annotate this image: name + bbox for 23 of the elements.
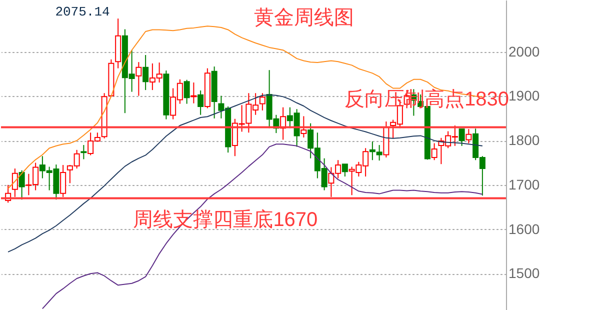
candlestick	[18, 170, 25, 200]
chart-title: 黄金周线图	[254, 7, 354, 29]
candlestick	[198, 90, 204, 116]
y-tick-label: 1600	[508, 220, 540, 237]
y-tick-label: 1800	[508, 132, 540, 148]
candlestick	[466, 128, 472, 144]
candlestick	[136, 62, 142, 96]
candlestick	[259, 92, 266, 111]
candlestick	[12, 168, 18, 198]
candlestick	[142, 54, 149, 91]
y-tick-label: 1700	[508, 176, 540, 192]
y-tick-label: 1500	[508, 265, 540, 282]
candlestick	[458, 128, 465, 146]
candlestick	[300, 116, 307, 138]
annotation: 2075.14	[55, 4, 110, 20]
candlestick	[431, 142, 438, 161]
candlestick	[60, 164, 66, 198]
candlestick	[342, 164, 348, 178]
line-series	[42, 144, 483, 310]
y-tick-label: 1900	[508, 88, 540, 104]
candlestick	[80, 144, 87, 160]
candlestick	[184, 79, 190, 104]
y-tick-label: 2000	[508, 43, 540, 60]
